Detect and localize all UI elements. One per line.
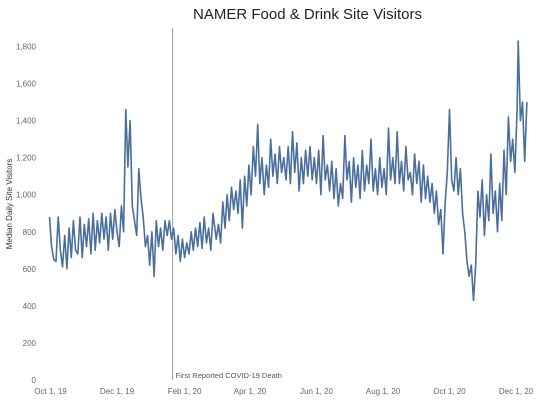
y-tick-label: 600 <box>23 265 37 274</box>
x-tick-label: Aug 1, 20 <box>366 387 401 396</box>
x-tick-label: Oct 1, 20 <box>433 387 466 396</box>
y-tick-label: 0 <box>32 376 37 385</box>
series-line <box>48 40 528 302</box>
y-axis: 0 200 400 600 800 1,000 1,200 1,400 1,600 1,800 <box>16 43 37 385</box>
y-tick-label: 1,400 <box>16 117 37 126</box>
y-tick-label: 400 <box>23 302 37 311</box>
x-tick-label: Dec 1, 19 <box>100 387 135 396</box>
y-tick-label: 1,000 <box>16 191 37 200</box>
chart-title: NAMER Food & Drink Site Visitors <box>193 6 422 23</box>
annotation-label: First Reported COVID-19 Death <box>176 371 282 380</box>
x-axis: Oct 1, 19 Dec 1, 19 Feb 1, 20 Apr 1, 20 Jun … <box>34 387 533 396</box>
x-tick-label: Dec 1, 20 <box>499 387 534 396</box>
y-tick-label: 800 <box>23 228 37 237</box>
series-group <box>48 40 528 302</box>
y-tick-label: 1,200 <box>16 154 37 163</box>
y-tick-label: 200 <box>23 339 37 348</box>
y-tick-label: 1,800 <box>16 43 37 52</box>
x-tick-label: Apr 1, 20 <box>234 387 267 396</box>
y-axis-title: Median Daily Site Visitors <box>5 159 14 250</box>
x-tick-label: Jun 1, 20 <box>300 387 333 396</box>
x-tick-label: Oct 1, 19 <box>34 387 67 396</box>
annotation: First Reported COVID-19 Death <box>172 28 282 380</box>
y-tick-label: 1,600 <box>16 80 37 89</box>
x-tick-label: Feb 1, 20 <box>168 387 202 396</box>
